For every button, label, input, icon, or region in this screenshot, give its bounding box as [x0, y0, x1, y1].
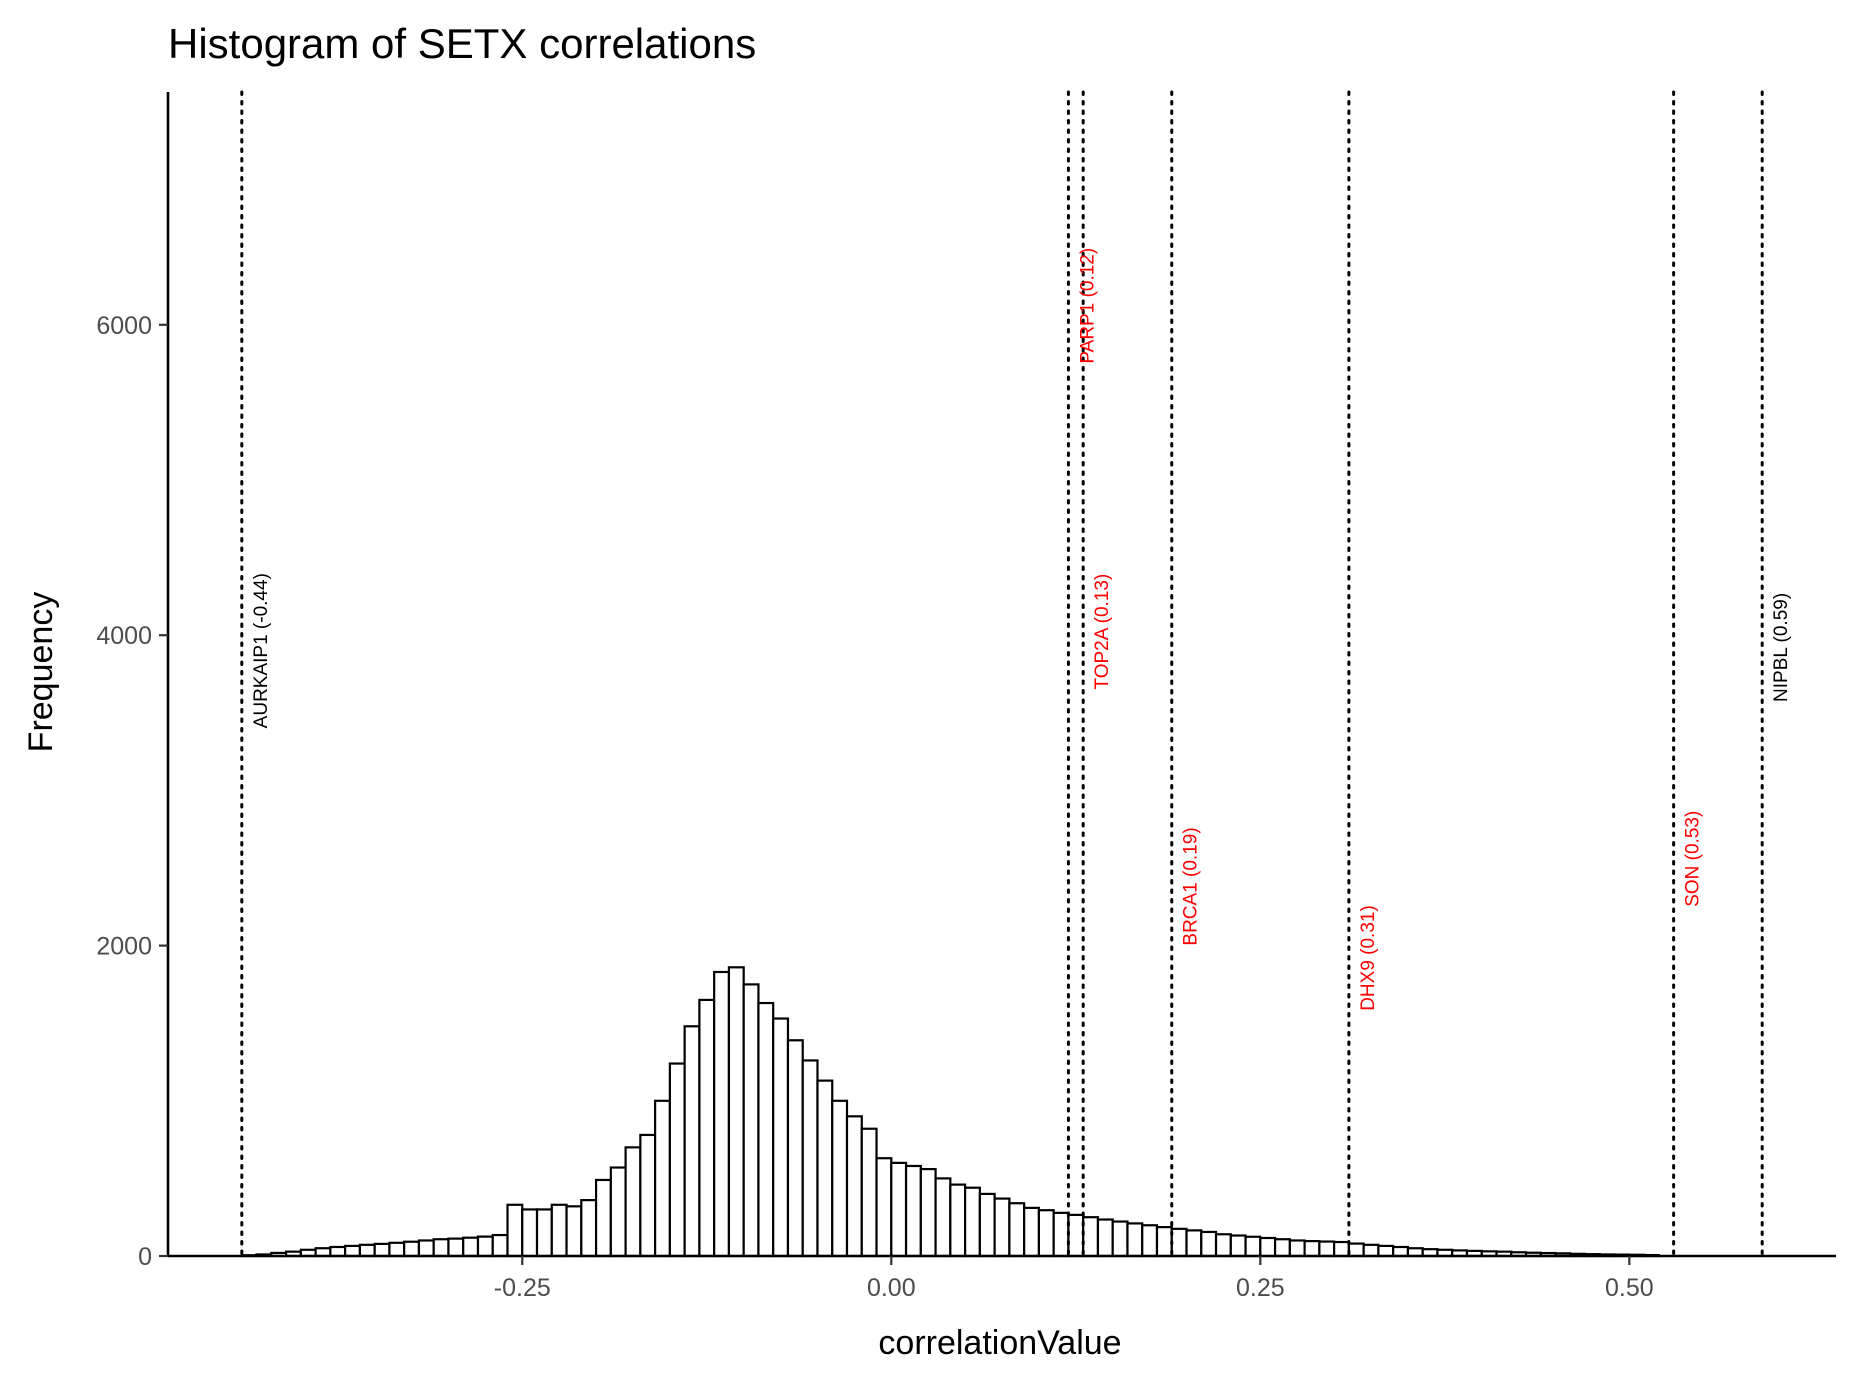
histogram-bar — [1259, 1236, 1277, 1258]
histogram-bar — [521, 1208, 539, 1258]
y-tick-label: 2000 — [96, 933, 152, 961]
histogram-bar — [831, 1099, 849, 1258]
y-axis-title: Frequency — [22, 592, 60, 753]
histogram-bar — [786, 1039, 804, 1258]
histogram-bar — [373, 1242, 391, 1258]
annotation-label-nipbl: NIPBL (0.59) — [1771, 593, 1792, 702]
annotation-lines — [240, 90, 1764, 1258]
annotation-label-dhx9: DHX9 (0.31) — [1358, 905, 1379, 1011]
histogram-bar — [1126, 1222, 1144, 1258]
histogram-bar — [565, 1205, 583, 1258]
histogram-bar — [609, 1166, 627, 1258]
y-tick-label: 6000 — [96, 312, 152, 340]
histogram-bar — [1362, 1243, 1380, 1258]
histogram-bar — [1318, 1240, 1336, 1258]
histogram-bar — [1082, 1216, 1100, 1258]
histogram-bar — [358, 1243, 376, 1258]
annotation-label-brca1: BRCA1 (0.19) — [1181, 827, 1202, 945]
histogram-bar — [506, 1203, 524, 1258]
histogram-bar — [668, 1062, 686, 1258]
histogram-bar — [1037, 1209, 1055, 1258]
histogram-bar — [403, 1240, 421, 1258]
y-tick-label: 4000 — [96, 622, 152, 650]
histogram-bar — [1170, 1227, 1188, 1258]
histogram-bar — [742, 983, 760, 1258]
histogram-bar — [1392, 1245, 1410, 1258]
histogram-bar — [919, 1167, 937, 1258]
histogram-bar — [1067, 1213, 1085, 1258]
annotation-label-son: SON (0.53) — [1683, 811, 1704, 907]
histogram-bar — [594, 1178, 612, 1258]
histogram-bar — [654, 1099, 671, 1258]
histogram-bar — [978, 1192, 996, 1258]
histogram-bar — [845, 1115, 863, 1258]
histogram-bar — [727, 966, 745, 1258]
histogram-bar — [816, 1079, 834, 1258]
histogram-bar — [1244, 1235, 1262, 1258]
histogram-bar — [1333, 1240, 1350, 1258]
histogram-bar — [683, 1025, 701, 1258]
histogram-bar — [890, 1161, 908, 1258]
histogram-bar — [624, 1146, 642, 1258]
x-tick-label: -0.25 — [494, 1274, 551, 1302]
histogram-bar — [388, 1241, 406, 1258]
annotation-labels: AURKAIP1 (-0.44) PARP1 (0.12) TOP2A (0.13)… — [251, 248, 1792, 1011]
histogram-bar — [904, 1164, 922, 1258]
histogram-bar — [1200, 1230, 1218, 1258]
histogram-bar — [1347, 1242, 1365, 1258]
histogram-bar — [639, 1133, 657, 1258]
histogram-bar — [757, 1001, 775, 1258]
histogram-bar — [447, 1237, 465, 1258]
histogram-bar — [1214, 1233, 1232, 1258]
histogram-bar — [860, 1127, 878, 1258]
histogram-bar — [1052, 1211, 1070, 1258]
annotation-label-parp1: PARP1 (0.12) — [1077, 248, 1098, 364]
histogram-bar — [1008, 1202, 1026, 1258]
histogram-bar — [1288, 1239, 1306, 1258]
histogram-bar — [580, 1199, 598, 1258]
annotation-label-top2a: TOP2A (0.13) — [1092, 574, 1113, 690]
histogram-bar — [1377, 1244, 1395, 1258]
histogram-bar — [1096, 1218, 1114, 1258]
histogram-bar — [344, 1244, 361, 1258]
histogram-bar — [1185, 1229, 1203, 1258]
histogram-bar — [772, 1017, 790, 1258]
histogram-bar — [875, 1157, 893, 1258]
x-tick-label: 0.50 — [1605, 1274, 1654, 1302]
histogram-bar — [329, 1245, 347, 1258]
histogram-bar — [491, 1233, 509, 1258]
histogram-bar — [1155, 1226, 1173, 1258]
histogram-bar — [417, 1239, 435, 1258]
histogram-bar — [963, 1186, 981, 1258]
histogram-bar — [1303, 1240, 1321, 1258]
histogram-bar — [1141, 1224, 1159, 1258]
y-tick-label: 0 — [138, 1243, 152, 1271]
x-axis-title: correlationValue — [878, 1324, 1121, 1362]
x-axis-ticks: -0.25 0.00 0.25 0.50 — [494, 1256, 1654, 1302]
x-tick-label: 0.25 — [1236, 1274, 1285, 1302]
histogram-bar — [1273, 1238, 1291, 1258]
histogram-bars — [240, 966, 1660, 1258]
y-axis-ticks: 0 2000 4000 6000 — [96, 312, 168, 1271]
histogram-bar — [462, 1236, 480, 1258]
histogram-bar — [535, 1208, 553, 1258]
histogram-bar — [949, 1183, 967, 1258]
chart-title: Histogram of SETX correlations — [168, 20, 756, 67]
histogram-bar — [713, 970, 731, 1258]
annotation-label-aurkaip1: AURKAIP1 (-0.44) — [251, 573, 272, 728]
histogram-bar — [1023, 1206, 1041, 1258]
x-tick-label: 0.00 — [867, 1274, 916, 1302]
histogram-bar — [476, 1235, 494, 1258]
histogram-bar — [698, 998, 716, 1258]
histogram-bar — [934, 1177, 952, 1258]
histogram-bar — [1229, 1234, 1247, 1258]
histogram-bar — [801, 1059, 819, 1258]
histogram-bar — [993, 1197, 1011, 1258]
histogram-bar — [550, 1203, 568, 1258]
histogram-bar — [1111, 1220, 1129, 1258]
histogram-bar — [432, 1238, 450, 1258]
